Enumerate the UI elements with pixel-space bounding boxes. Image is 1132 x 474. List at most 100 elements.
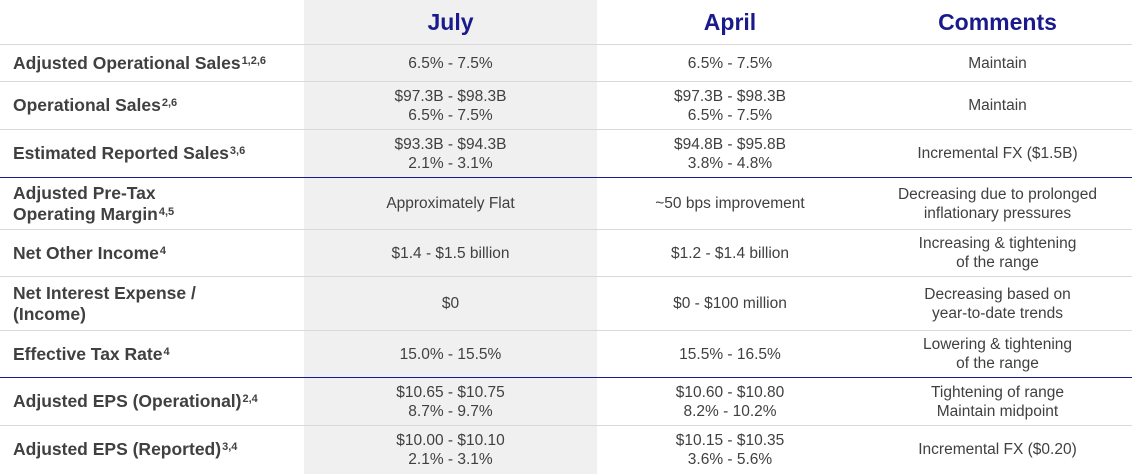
july-value-cell: $10.00 - $10.10 2.1% - 3.1% — [304, 426, 597, 474]
footnote-marker: 3,4 — [222, 441, 238, 454]
july-value: 15.0% - 15.5% — [399, 345, 502, 363]
comment-value: Incremental FX ($0.20) — [918, 441, 1077, 459]
comment-value: year-to-date trends — [932, 304, 1063, 322]
row-label-text: Operational Sales — [13, 95, 161, 115]
table-row: Estimated Reported Sales3,6 $93.3B - $94.… — [0, 129, 1132, 178]
row-label-text: Effective Tax Rate — [13, 343, 163, 364]
row-label: Estimated Reported Sales3,6 — [0, 129, 304, 178]
comment-value: inflationary pressures — [923, 204, 1072, 222]
july-value: $10.00 - $10.10 — [396, 431, 505, 449]
april-value-cell: $10.15 - $10.35 3.6% - 5.6% — [597, 426, 863, 474]
july-value: 6.5% - 7.5% — [408, 106, 493, 124]
comment-value-cell: Maintain — [863, 81, 1132, 130]
row-label: Adjusted Operational Sales1,2,6 — [0, 44, 304, 82]
july-value: 6.5% - 7.5% — [408, 54, 493, 72]
july-value-cell: $0 — [304, 276, 597, 331]
april-value-cell: $10.60 - $10.80 8.2% - 10.2% — [597, 377, 863, 426]
april-value: $1.2 - $1.4 billion — [670, 244, 790, 262]
comment-value-cell: Tightening of range Maintain midpoint — [863, 377, 1132, 426]
row-label-text: Adjusted EPS (Reported) — [13, 439, 222, 460]
april-value-cell: $94.8B - $95.8B 3.8% - 4.8% — [597, 129, 863, 178]
april-value-cell: 6.5% - 7.5% — [597, 44, 863, 82]
april-value: 8.2% - 10.2% — [683, 402, 777, 420]
table-row: Net Interest Expense / (Income) $0 $0 - $10… — [0, 276, 1132, 331]
july-value: $1.4 - $1.5 billion — [391, 244, 510, 262]
july-value: $10.65 - $10.75 — [396, 383, 505, 401]
july-value: 8.7% - 9.7% — [408, 402, 493, 420]
table-row: Adjusted Pre-Tax Operating Margin4,5 Appro… — [0, 177, 1132, 230]
table-row: Adjusted Operational Sales1,2,6 6.5% - 7.… — [0, 44, 1132, 82]
april-value: $97.3B - $98.3B — [673, 87, 787, 105]
comment-value-cell: Increasing & tightening of the range — [863, 229, 1132, 277]
table-body: Adjusted Operational Sales1,2,6 6.5% - 7.… — [0, 44, 1132, 474]
row-label: Adjusted Pre-Tax Operating Margin4,5 — [0, 177, 304, 230]
july-value-cell: $10.65 - $10.75 8.7% - 9.7% — [304, 377, 597, 426]
april-value: 6.5% - 7.5% — [687, 54, 773, 72]
comment-value: Maintain midpoint — [936, 402, 1059, 420]
footnote-marker: 1,2,6 — [241, 54, 267, 67]
april-value: $10.15 - $10.35 — [675, 431, 785, 449]
header-row: July April Comments — [0, 0, 1132, 45]
april-value: $0 - $100 million — [673, 295, 787, 312]
july-value: 2.1% - 3.1% — [408, 450, 493, 468]
header-blank — [0, 0, 304, 45]
row-label-text: Adjusted Pre-Tax — [13, 182, 156, 203]
comment-value-cell: Decreasing based on year-to-date trends — [863, 276, 1132, 331]
comment-value: Maintain — [968, 54, 1027, 72]
comment-value: of the range — [956, 254, 1039, 271]
comment-value-cell: Incremental FX ($1.5B) — [863, 129, 1132, 178]
july-value-cell: 15.0% - 15.5% — [304, 330, 597, 378]
row-label-text: Adjusted EPS (Operational) — [13, 391, 242, 411]
comment-value: Tightening of range — [931, 383, 1064, 401]
comment-value: Maintain — [968, 97, 1027, 114]
footnote-marker: 4,5 — [158, 205, 175, 218]
footnote-marker: 4 — [159, 244, 166, 257]
july-value: $93.3B - $94.3B — [394, 135, 507, 153]
row-label-text-line2: (Income) — [13, 303, 86, 324]
row-label: Net Interest Expense / (Income) — [0, 276, 304, 331]
april-value: $10.60 - $10.80 — [675, 383, 785, 401]
july-value-cell: Approximately Flat — [304, 177, 597, 230]
july-value-cell: $93.3B - $94.3B 2.1% - 3.1% — [304, 129, 597, 178]
july-value: $97.3B - $98.3B — [394, 87, 507, 105]
comment-value-cell: Decreasing due to prolonged inflationary … — [863, 177, 1132, 230]
footnote-marker: 2,6 — [161, 97, 178, 109]
table-row: Adjusted EPS (Operational)2,4 $10.65 - $1… — [0, 377, 1132, 426]
table-row: Net Other Income4 $1.4 - $1.5 billion $1.2… — [0, 229, 1132, 277]
comment-value: Incremental FX ($1.5B) — [917, 145, 1078, 162]
header-april: April — [703, 8, 757, 35]
row-label: Operational Sales2,6 — [0, 81, 304, 130]
april-value-cell: ~50 bps improvement — [597, 177, 863, 230]
row-label-text: Net Other Income — [13, 242, 159, 263]
row-label: Adjusted EPS (Reported)3,4 — [0, 426, 304, 474]
footnote-marker: 2,4 — [242, 393, 258, 405]
table-row: Operational Sales2,6 $97.3B - $98.3B 6.5% … — [0, 81, 1132, 130]
july-value: $0 — [441, 295, 460, 312]
comment-value: Decreasing due to prolonged — [897, 185, 1098, 203]
july-value-cell: 6.5% - 7.5% — [304, 44, 597, 82]
header-july: July — [427, 8, 474, 35]
april-value: 15.5% - 16.5% — [679, 345, 781, 363]
row-label: Adjusted EPS (Operational)2,4 — [0, 377, 304, 426]
april-value: 3.8% - 4.8% — [687, 154, 773, 172]
july-value: 2.1% - 3.1% — [408, 154, 493, 172]
april-value: $94.8B - $95.8B — [673, 135, 787, 153]
april-value-cell: $0 - $100 million — [597, 276, 863, 331]
july-value-cell: $1.4 - $1.5 billion — [304, 229, 597, 277]
comment-value: Lowering & tightening — [922, 336, 1073, 353]
row-label-text: Estimated Reported Sales — [13, 143, 229, 163]
comment-value: Increasing & tightening — [918, 235, 1077, 252]
july-value: Approximately Flat — [386, 195, 515, 212]
row-label-text: Adjusted Operational Sales — [13, 52, 241, 73]
footnote-marker: 3,6 — [229, 145, 246, 157]
row-label: Net Other Income4 — [0, 229, 304, 277]
header-comments: Comments — [938, 8, 1057, 35]
table-row: Effective Tax Rate4 15.0% - 15.5% 15.5% - … — [0, 330, 1132, 378]
april-value-cell: 15.5% - 16.5% — [597, 330, 863, 378]
april-value: ~50 bps improvement — [655, 195, 805, 212]
row-label: Effective Tax Rate4 — [0, 330, 304, 378]
april-value-cell: $97.3B - $98.3B 6.5% - 7.5% — [597, 81, 863, 130]
comment-value-cell: Lowering & tightening of the range — [863, 330, 1132, 378]
